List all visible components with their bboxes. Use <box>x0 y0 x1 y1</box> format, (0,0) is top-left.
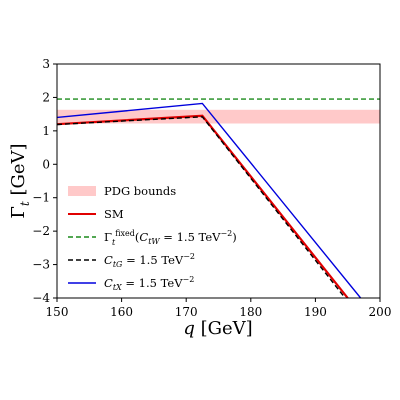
series-line-ctx <box>57 102 362 298</box>
y-axis-label: Γt [GeV] <box>8 143 32 218</box>
series-line-ctg <box>57 116 346 298</box>
y-tick-label: 0 <box>42 157 50 171</box>
x-axis-label: q [GeV] <box>183 318 252 339</box>
x-tick-label: 150 <box>46 305 69 319</box>
plot-frame <box>56 63 381 299</box>
x-tick-label: 200 <box>369 305 392 319</box>
legend-label-ctx: CtX = 1.5 TeV−2 <box>104 275 194 292</box>
legend-label-ctg: CtG = 1.5 TeV−2 <box>104 252 195 269</box>
x-tick-label: 160 <box>110 305 133 319</box>
x-tick-label: 190 <box>304 305 327 319</box>
y-tick-label: 1 <box>42 124 50 138</box>
y-tick-label: −1 <box>32 191 50 205</box>
legend-label-sm: SM <box>104 207 124 221</box>
y-tick-label: −4 <box>32 291 50 305</box>
x-tick-label: 170 <box>175 305 198 319</box>
y-tick-label: 3 <box>42 57 50 71</box>
legend-label-gamma-fixed: Γtfixed(CtW = 1.5 TeV−2) <box>104 229 237 247</box>
legend-swatch-pdg-bounds <box>68 186 96 196</box>
legend-label-pdg-bounds: PDG bounds <box>104 184 176 198</box>
y-tick-label: 2 <box>42 90 50 104</box>
series-line-sm <box>57 114 349 298</box>
y-tick-label: −3 <box>32 258 50 272</box>
legend: PDG bounds SM Γtfixed(CtW = 1.5 TeV−2) C… <box>68 184 237 292</box>
x-tick-label: 180 <box>239 305 262 319</box>
y-tick-label: −2 <box>32 224 50 238</box>
